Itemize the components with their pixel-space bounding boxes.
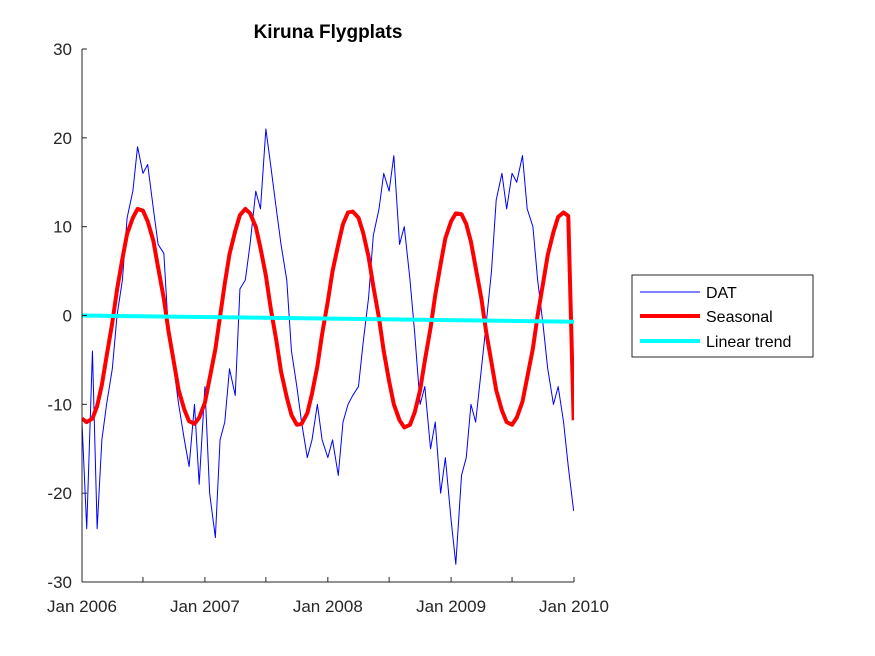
- x-tick-label: Jan 2006: [47, 597, 117, 616]
- chart-title: Kiruna Flygplats: [254, 22, 403, 43]
- y-axis-ticks: -30 -20 -10 0 10 20 30: [47, 40, 87, 592]
- plot-area: [82, 128, 574, 565]
- y-tick-label: -20: [47, 484, 72, 503]
- y-tick-label: 30: [53, 40, 72, 59]
- x-tick-label: Jan 2009: [416, 597, 486, 616]
- legend-label-linear-trend: Linear trend: [706, 334, 791, 351]
- y-tick-label: 10: [53, 218, 72, 237]
- series-layer: [82, 128, 574, 565]
- legend-label-seasonal: Seasonal: [706, 309, 773, 326]
- x-tick-label: Jan 2007: [170, 597, 240, 616]
- x-axis-ticks: Jan 2006 Jan 2007 Jan 2008 Jan 2009 Jan 2010: [47, 577, 609, 616]
- y-tick-label: -30: [47, 573, 72, 592]
- series-line-linear-trend: [82, 313, 574, 324]
- y-tick-label: 20: [53, 129, 72, 148]
- y-tick-label: -10: [47, 395, 72, 414]
- y-tick-label: 0: [63, 307, 72, 326]
- series-line-dat: [82, 128, 574, 565]
- legend-label-dat: DAT: [706, 285, 737, 302]
- series-line-seasonal: [82, 206, 574, 430]
- x-tick-label: Jan 2008: [293, 597, 363, 616]
- legend: DAT Seasonal Linear trend: [631, 274, 814, 358]
- x-tick-label: Jan 2010: [539, 597, 609, 616]
